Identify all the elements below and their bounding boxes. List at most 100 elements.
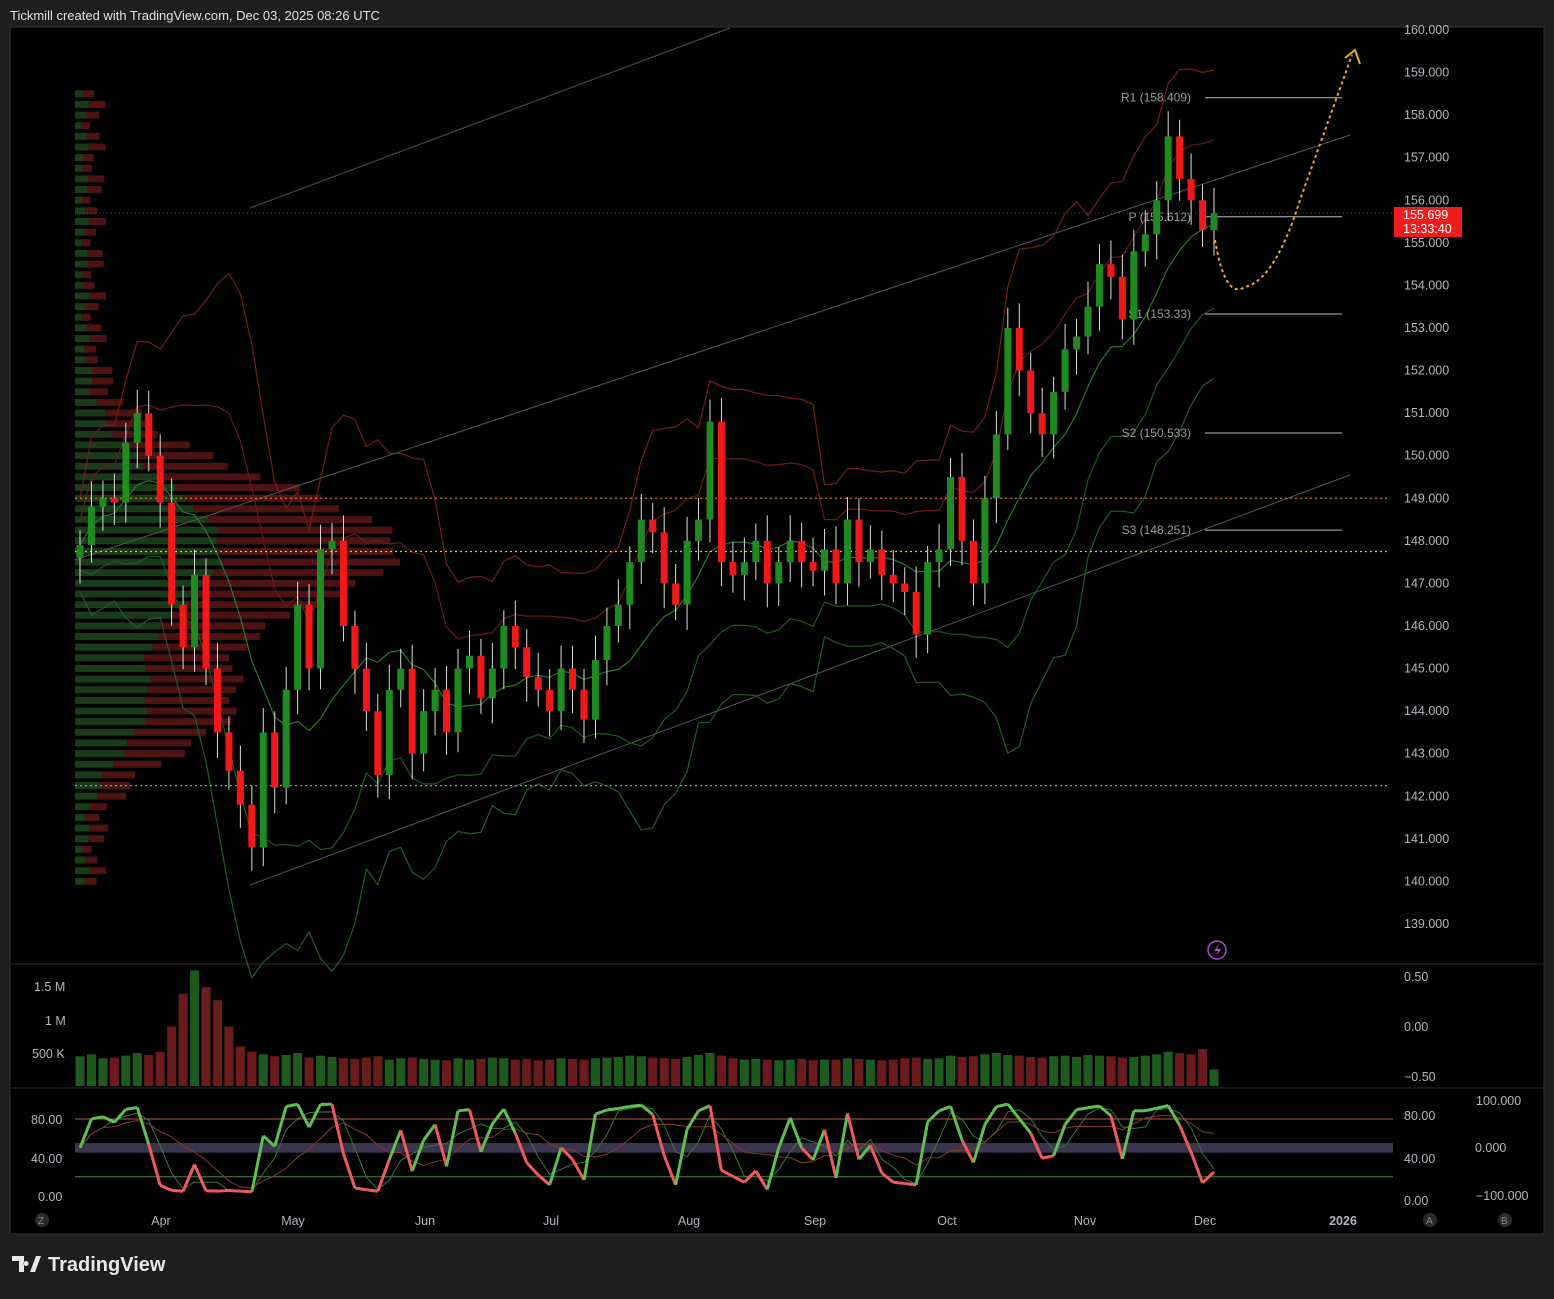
candle-down xyxy=(477,656,484,699)
candle-up xyxy=(947,477,954,549)
candle-up xyxy=(787,541,794,562)
profile-bar-down xyxy=(86,112,99,119)
profile-bar-up xyxy=(75,708,148,715)
volume-bar xyxy=(923,1059,932,1086)
volume-axis-label: 500 K xyxy=(32,1047,65,1061)
candle-down xyxy=(661,532,668,583)
auto-scale-button[interactable]: A xyxy=(1423,1213,1437,1227)
profile-bar-up xyxy=(75,378,92,385)
volume-bar xyxy=(362,1058,371,1086)
volume-bar xyxy=(259,1054,268,1086)
volume-bar xyxy=(694,1055,703,1086)
volume-bar xyxy=(1141,1056,1150,1086)
candle-down xyxy=(970,541,977,584)
profile-bar-down xyxy=(89,803,107,810)
candle-down xyxy=(523,647,530,677)
price-tick: 144.000 xyxy=(1404,704,1449,718)
profile-bar-up xyxy=(75,537,217,544)
price-tick: 155.000 xyxy=(1404,236,1449,250)
volume-bar xyxy=(557,1058,566,1086)
profile-bar-down xyxy=(90,388,108,395)
osc-axis-left: 0.00 xyxy=(38,1190,62,1204)
candle-down xyxy=(512,626,519,647)
volume-bar xyxy=(580,1060,589,1086)
candle-up xyxy=(134,413,141,443)
volume-bar xyxy=(454,1058,463,1086)
candle-up xyxy=(684,541,691,605)
candle-down xyxy=(913,592,920,635)
volume-bar xyxy=(110,1058,119,1086)
profile-bar-down xyxy=(87,250,102,257)
volume-bar xyxy=(98,1058,107,1086)
price-tick: 139.000 xyxy=(1404,917,1449,931)
volume-bar xyxy=(488,1058,497,1086)
volume-bar xyxy=(1106,1056,1115,1086)
profile-bar-down xyxy=(85,857,97,864)
candle-down xyxy=(271,732,278,787)
osc-line-segment xyxy=(229,1190,240,1191)
profile-bar-up xyxy=(75,580,201,587)
volume-bar xyxy=(1210,1070,1219,1087)
osc-axis-far-right: 100.000 xyxy=(1476,1094,1521,1108)
profile-bar-up xyxy=(75,229,84,236)
volume-bar xyxy=(545,1060,554,1086)
profile-bar-up xyxy=(75,261,88,268)
osc-axis-left: 40.00 xyxy=(31,1152,62,1166)
osc-line-segment xyxy=(607,1108,618,1110)
candle-up xyxy=(752,541,759,562)
volume-bar xyxy=(419,1059,428,1086)
volume-bar xyxy=(877,1060,886,1086)
candle-down xyxy=(237,771,244,805)
scale-button-z[interactable]: Z xyxy=(35,1213,49,1227)
svg-text:B: B xyxy=(1501,1216,1508,1227)
candle-down xyxy=(443,690,450,733)
profile-bar-down xyxy=(82,122,90,129)
candle-down xyxy=(901,583,908,592)
volume-bar xyxy=(1118,1058,1127,1086)
candle-down xyxy=(363,669,370,712)
profile-bar-up xyxy=(75,367,92,374)
candle-down xyxy=(546,690,553,711)
volume-bar xyxy=(706,1053,715,1086)
volume-bar xyxy=(339,1058,348,1086)
profile-bar-up xyxy=(75,633,158,640)
profile-bar-up xyxy=(75,324,87,331)
candle-up xyxy=(1153,200,1160,234)
time-tick: Aug xyxy=(678,1214,700,1228)
scale-button-b[interactable]: B xyxy=(1498,1213,1512,1227)
volume-bar xyxy=(167,1027,176,1086)
candle-down xyxy=(581,690,588,720)
volume-bar xyxy=(1061,1056,1070,1086)
profile-bar-up xyxy=(75,303,86,310)
profile-bar-down xyxy=(161,622,266,629)
candle-up xyxy=(317,549,324,668)
osc-line-segment xyxy=(366,1190,377,1192)
profile-bar-up xyxy=(75,750,124,757)
volume-bar xyxy=(568,1059,577,1086)
osc-line-segment xyxy=(1077,1108,1088,1110)
price-tick: 149.000 xyxy=(1404,491,1449,505)
pivot-label: R1 (158.409) xyxy=(1121,91,1191,105)
candle-down xyxy=(409,669,416,754)
osc-axis-far-right: −100.000 xyxy=(1476,1189,1529,1203)
time-tick: May xyxy=(281,1214,305,1228)
profile-bar-up xyxy=(75,335,89,342)
svg-text:A: A xyxy=(1426,1216,1433,1227)
candle-down xyxy=(672,583,679,604)
profile-bar-down xyxy=(172,612,290,619)
candle-up xyxy=(294,605,301,690)
candle-up xyxy=(741,562,748,575)
volume-bar xyxy=(786,1060,795,1086)
price-tick: 147.000 xyxy=(1404,576,1449,590)
volume-bar xyxy=(431,1060,440,1086)
candle-up xyxy=(500,626,507,669)
volume-bar xyxy=(293,1053,302,1086)
volume-bar xyxy=(76,1056,85,1086)
profile-bar-down xyxy=(85,346,97,353)
candle-up xyxy=(936,549,943,562)
profile-bar-down xyxy=(214,569,384,576)
candle-down xyxy=(855,520,862,563)
volume-bar xyxy=(350,1059,359,1086)
volume-bar xyxy=(144,1055,153,1086)
